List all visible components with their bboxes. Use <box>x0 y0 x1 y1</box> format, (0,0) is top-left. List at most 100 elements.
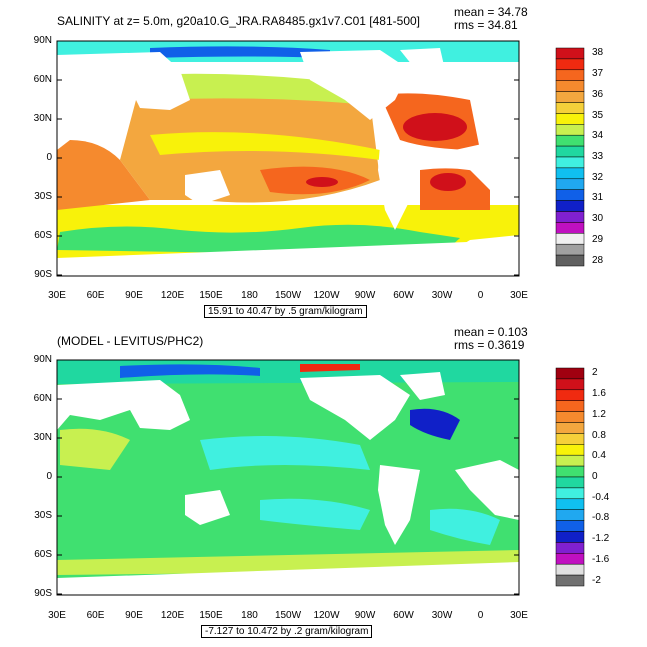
diff-arctic-red <box>300 364 360 372</box>
map2-xlabel-1: 60E <box>86 610 105 621</box>
map1-ylabel-60s: 60S <box>34 230 52 241</box>
land-australia <box>185 170 230 205</box>
map1-xlabel-7: 120W <box>313 290 340 301</box>
map1-xlabel-9: 60W <box>393 290 414 301</box>
map2-ticks <box>57 359 519 595</box>
colorbar-1 <box>555 47 585 267</box>
colorbar2-swatch-13 <box>555 509 585 521</box>
colorbar2-label-2: 1.2 <box>592 408 606 420</box>
map2-xlabel-9: 60W <box>393 610 414 621</box>
map2-ylabel-60n: 60N <box>33 393 52 404</box>
map1-xlabel-8: 90W <box>354 290 376 301</box>
map2-xlabel-4: 150E <box>199 610 223 621</box>
map2-ylabel-60s: 60S <box>34 549 52 560</box>
arctic-blue <box>150 46 330 58</box>
colorbar1-swatch-0 <box>555 47 585 60</box>
panel1-info-box: 15.91 to 40.47 by .5 gram/kilogram <box>204 305 367 318</box>
colorbar2-swatch-11 <box>555 487 585 500</box>
colorbar2-swatch-3 <box>555 400 585 412</box>
colorbar2-label-5: 0 <box>592 471 598 482</box>
colorbar1-swatch-8 <box>555 134 585 147</box>
diff-land-greenland <box>400 372 445 400</box>
map1-ylabel-30s: 30S <box>34 191 52 202</box>
colorbar1-swatch-16 <box>555 222 585 234</box>
colorbar1-label-9: 29 <box>592 233 604 245</box>
colorbar1-label-4: 34 <box>592 130 604 142</box>
north-atlantic-max <box>403 113 467 141</box>
panel1-rms: rms = 34.81 <box>454 18 518 32</box>
north-pacific <box>140 73 370 105</box>
map2-xlabel-10: 30W <box>431 610 453 621</box>
colorbar1-swatch-19 <box>555 254 585 267</box>
map1-xlabel-11: 0 <box>477 290 484 301</box>
colorbar2-swatch-9 <box>555 465 585 478</box>
colorbar2-swatch-5 <box>555 422 585 434</box>
colorbar1-label-5: 33 <box>592 151 604 162</box>
panel2-rms: rms = 0.3619 <box>454 338 525 352</box>
map1-xlabel-2: 90E <box>125 290 143 301</box>
land-south-america <box>378 145 420 230</box>
colorbar2-swatch-0 <box>555 367 585 380</box>
map2-ylabel-90s: 90S <box>34 588 52 599</box>
diff-land-south-america <box>378 465 420 545</box>
map2-xlabel-8: 90W <box>354 610 376 621</box>
colorbar1-swatch-17 <box>555 233 585 245</box>
map1-ylabel-90s: 90S <box>34 269 52 280</box>
diff-land-africa <box>455 460 519 520</box>
colorbar1-label-7: 31 <box>592 192 604 204</box>
map2-xlabel-7: 120W <box>313 610 340 621</box>
map1-xlabel-0: 30E <box>48 290 66 301</box>
land-africa-east <box>455 140 519 200</box>
colorbar1-swatch-5 <box>555 102 585 114</box>
colorbar2-swatch-12 <box>555 498 585 510</box>
map2-xlabel-2: 90E <box>125 610 143 621</box>
indian-ocean <box>57 140 150 210</box>
diff-land-north-america <box>300 375 410 440</box>
map2-xlabel-0: 30E <box>48 610 66 621</box>
colorbar1-label-1: 37 <box>592 68 604 80</box>
map1-xlabel-3: 120E <box>160 290 185 301</box>
colorbar1-label-8: 30 <box>592 213 604 225</box>
colorbar1-label-0: 38 <box>592 47 604 59</box>
map1-ylabel-0: 0 <box>46 152 52 163</box>
salinity-map <box>57 41 519 276</box>
colorbar1-swatch-13 <box>555 189 585 201</box>
map1-ylabel-60n: 60N <box>33 74 52 85</box>
colorbar1-label-3: 35 <box>592 109 604 121</box>
colorbar2-label-0: 2 <box>592 367 598 379</box>
colorbar2-label-6: -0.4 <box>592 491 610 503</box>
land-antarctica <box>57 240 519 276</box>
diff-indian-yellow <box>60 428 130 470</box>
colorbar1-swatch-7 <box>555 124 585 136</box>
land-north-america <box>300 50 410 120</box>
colorbar1-swatch-1 <box>555 58 585 71</box>
colorbar2-swatch-10 <box>555 476 585 489</box>
map2-ylabel-90n: 90N <box>33 354 52 365</box>
colorbar1-swatch-9 <box>555 145 585 158</box>
colorbar-2 <box>555 367 585 587</box>
map1-xlabel-4: 150E <box>199 290 223 301</box>
panel2-info-box: -7.127 to 10.472 by .2 gram/kilogram <box>201 625 373 638</box>
colorbar1-swatch-3 <box>555 80 585 92</box>
colorbar2-swatch-14 <box>555 520 585 532</box>
map2-ylabel-0: 0 <box>46 471 52 482</box>
colorbar2-label-1: 1.6 <box>592 388 606 400</box>
colorbar2-swatch-1 <box>555 378 585 391</box>
map2-xlabel-3: 120E <box>160 610 185 621</box>
map2-ylabel-30s: 30S <box>34 510 52 521</box>
diff-north-atlantic-blue <box>410 408 460 440</box>
colorbar2-swatch-16 <box>555 542 585 554</box>
land-greenland <box>400 48 445 75</box>
map1-ticks <box>57 40 519 276</box>
colorbar2-swatch-19 <box>555 574 585 587</box>
diff-land-eurasia <box>57 380 190 430</box>
map1-xlabel-6: 150W <box>274 290 302 301</box>
colorbar2-swatch-6 <box>555 433 585 445</box>
diff-atlantic-teal <box>430 508 500 545</box>
map1-xlabel-1: 60E <box>86 290 105 301</box>
colorbar2-swatch-18 <box>555 563 585 576</box>
colorbar1-swatch-15 <box>555 211 585 223</box>
map1-ylabel-30n: 30N <box>33 113 52 124</box>
diff-land-australia <box>185 490 230 525</box>
colorbar2-swatch-15 <box>555 531 585 543</box>
